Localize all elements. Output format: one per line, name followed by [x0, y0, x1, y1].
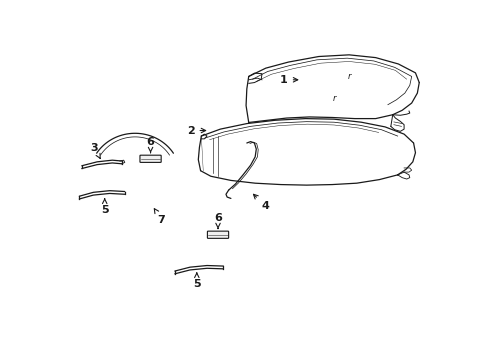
Text: r: r: [346, 72, 350, 81]
Text: 4: 4: [253, 194, 268, 211]
Text: 6: 6: [214, 213, 222, 229]
Text: 3: 3: [90, 143, 100, 158]
Text: 7: 7: [154, 209, 165, 225]
Text: 1: 1: [280, 75, 297, 85]
Text: r: r: [331, 94, 335, 103]
FancyBboxPatch shape: [207, 231, 228, 238]
Text: 5: 5: [193, 273, 200, 289]
FancyBboxPatch shape: [140, 155, 161, 162]
Text: 5: 5: [101, 199, 108, 215]
Text: 2: 2: [186, 126, 205, 135]
Text: 6: 6: [146, 137, 154, 153]
